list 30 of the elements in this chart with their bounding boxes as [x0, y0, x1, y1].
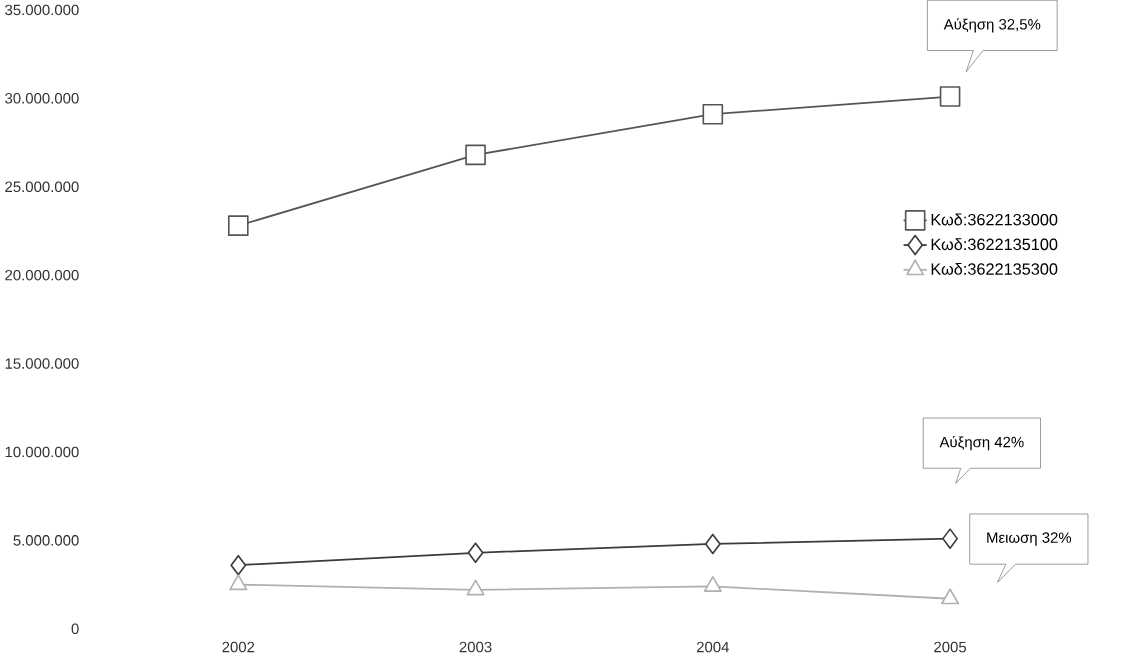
y-tick-label: 0	[71, 623, 79, 635]
point	[941, 588, 960, 605]
point	[939, 86, 961, 107]
y-tick-label: 30.000.000	[5, 93, 79, 104]
annotation: Μειωση 32%	[987, 532, 1072, 546]
y-tick-label: 10.000.000	[5, 446, 79, 458]
legend-label: Κωδ:3622135300	[931, 262, 1058, 275]
legend-label: Κωδ:3622135100	[931, 238, 1058, 251]
point	[702, 103, 724, 125]
x-tick-label: 2005	[934, 641, 967, 653]
point	[704, 533, 721, 555]
y-tick-label: 35.000.000	[5, 4, 79, 16]
point	[466, 579, 485, 596]
x-tick-label: 2002	[222, 641, 255, 653]
x-tick-label: 2003	[459, 641, 492, 653]
point	[229, 574, 248, 591]
point	[230, 554, 247, 576]
annotation: Αύξηση 42%	[939, 436, 1024, 451]
point	[227, 215, 249, 237]
point	[942, 528, 959, 550]
y-tick-label: 15.000.000	[5, 358, 79, 369]
point	[465, 144, 486, 166]
y-tick-label: 20.000.000	[5, 269, 79, 281]
y-tick-label: 5.000.000	[13, 535, 79, 546]
point	[703, 576, 722, 593]
point	[467, 542, 484, 564]
x-tick-label: 2004	[696, 641, 729, 653]
legend-label: Κωδ:3622133000	[931, 213, 1058, 226]
annotation: Αύξηση 32,5%	[943, 18, 1041, 33]
y-tick-label: 25.000.000	[5, 181, 79, 193]
